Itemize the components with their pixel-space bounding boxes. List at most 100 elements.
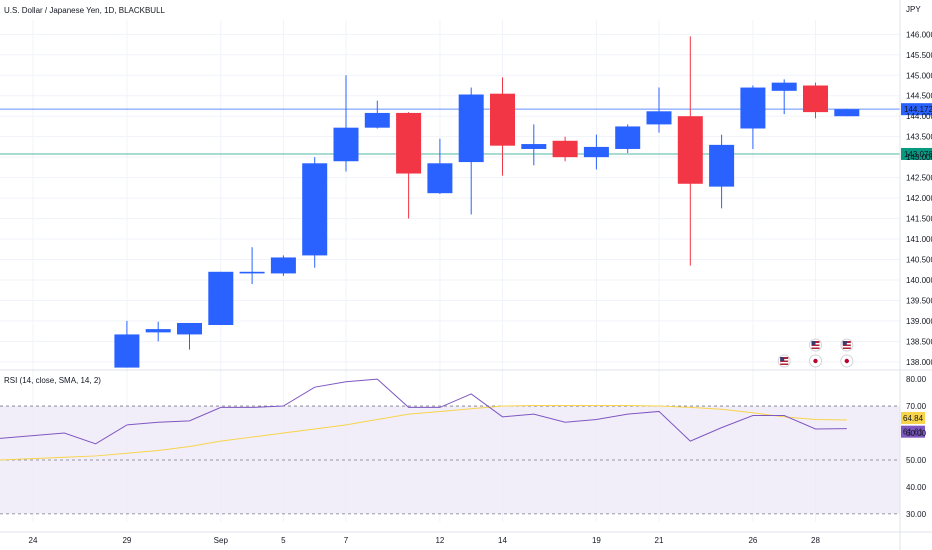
jp-flag-sun <box>844 358 849 364</box>
candle-body[interactable] <box>521 144 547 149</box>
rsi-tick-label: 50.00 <box>906 456 927 465</box>
candle[interactable] <box>177 322 202 350</box>
price-tick-label: 146.000 <box>906 30 932 39</box>
price-tick-label: 143.000 <box>906 153 932 162</box>
candle[interactable] <box>709 134 735 209</box>
candle-body[interactable] <box>396 112 422 174</box>
candle[interactable] <box>302 157 328 268</box>
candle[interactable] <box>552 136 578 162</box>
candle[interactable] <box>771 79 797 115</box>
jp-flag-icon[interactable] <box>809 354 822 368</box>
price-tick-label: 140.000 <box>906 276 932 285</box>
candle[interactable] <box>615 124 641 154</box>
candle-body[interactable] <box>114 334 140 368</box>
candle-body[interactable] <box>364 112 390 128</box>
candle-body[interactable] <box>302 163 328 256</box>
candle-body[interactable] <box>615 126 641 149</box>
candle[interactable] <box>740 85 766 149</box>
candle-body[interactable] <box>490 93 515 146</box>
candle[interactable] <box>239 247 265 285</box>
candle[interactable] <box>145 321 171 342</box>
time-tick-label: 7 <box>344 536 349 545</box>
candle[interactable] <box>114 320 140 368</box>
candle[interactable] <box>521 124 547 166</box>
rsi-tick-label: 80.00 <box>906 375 927 384</box>
us-flag-icon[interactable] <box>840 338 854 352</box>
price-tick-label: 143.500 <box>906 133 932 142</box>
price-tick-label: 138.000 <box>906 358 932 367</box>
time-tick-label: 5 <box>281 536 286 545</box>
candle-body[interactable] <box>552 140 578 158</box>
candle-body[interactable] <box>803 85 828 113</box>
candles[interactable] <box>114 36 860 368</box>
price-tick-label: 145.000 <box>906 71 932 80</box>
us-flag-icon[interactable] <box>777 354 791 368</box>
candle-body[interactable] <box>583 146 609 158</box>
jp-flag-sun <box>813 358 818 364</box>
candle-body[interactable] <box>458 94 484 163</box>
us-flag-icon[interactable] <box>809 338 822 352</box>
candle[interactable] <box>834 108 860 117</box>
event-icons[interactable] <box>777 338 854 368</box>
price-tick-label: 142.500 <box>906 174 932 183</box>
candle-body[interactable] <box>177 322 202 335</box>
price-tick-label: 139.000 <box>906 317 932 326</box>
candle-body[interactable] <box>709 144 735 187</box>
chart-title: U.S. Dollar / Japanese Yen, 1D, BLACKBUL… <box>4 6 166 15</box>
candle[interactable] <box>803 82 828 119</box>
rsi-sma-value-label: 64.84 <box>903 414 924 423</box>
candle[interactable] <box>208 271 234 326</box>
us-flag-canton <box>811 341 816 345</box>
rsi-tick-label: 40.00 <box>906 483 927 492</box>
us-flag-canton <box>780 357 785 361</box>
currency-label: JPY <box>906 5 921 14</box>
candle-body[interactable] <box>239 271 265 274</box>
rsi-pane[interactable]: 64.84 61.61 <box>0 378 925 515</box>
price-tick-label: 141.000 <box>906 235 932 244</box>
candle[interactable] <box>270 255 296 276</box>
price-line-label: 144.172 <box>904 105 932 114</box>
rsi-title: RSI (14, close, SMA, 14, 2) <box>4 376 101 385</box>
candle-body[interactable] <box>677 116 703 184</box>
candle[interactable] <box>333 75 359 172</box>
candle-body[interactable] <box>834 109 860 117</box>
candle-body[interactable] <box>771 82 797 91</box>
price-tick-label: 144.000 <box>906 112 932 121</box>
candle[interactable] <box>396 112 422 219</box>
candle-body[interactable] <box>270 257 296 274</box>
time-tick-label: 26 <box>748 536 757 545</box>
candle-body[interactable] <box>427 163 453 194</box>
candle-body[interactable] <box>646 111 672 125</box>
candle[interactable] <box>646 87 672 133</box>
price-line-badge <box>901 103 932 116</box>
candle-body[interactable] <box>145 329 171 333</box>
candle[interactable] <box>427 138 453 194</box>
candle[interactable] <box>677 36 703 266</box>
price-tick-label: 145.500 <box>906 51 932 60</box>
rsi-sma-line[interactable] <box>0 405 847 461</box>
us-flag-stripe <box>842 346 851 348</box>
rsi-value-label: 61.61 <box>903 428 924 437</box>
price-tick-label: 142.000 <box>906 194 932 203</box>
candle-body[interactable] <box>740 87 766 129</box>
price-tick-label: 141.500 <box>906 215 932 224</box>
candle[interactable] <box>583 134 609 170</box>
candle-body[interactable] <box>208 271 234 326</box>
time-tick-label: 29 <box>122 536 131 545</box>
candle-body[interactable] <box>333 127 359 162</box>
candle[interactable] <box>458 87 484 215</box>
jp-flag-icon[interactable] <box>840 354 854 368</box>
rsi-line[interactable] <box>0 378 847 445</box>
candle[interactable] <box>490 77 515 176</box>
rsi-value-badge <box>901 425 925 438</box>
price-tick-label: 144.500 <box>906 92 932 101</box>
us-flag-canton <box>842 341 847 345</box>
rsi-sma-value-badge <box>901 411 925 424</box>
time-tick-label: Sep <box>214 536 229 545</box>
rsi-tick-label: 30.00 <box>906 510 927 519</box>
candle[interactable] <box>364 100 390 129</box>
us-flag-stripe <box>811 346 820 348</box>
price-tick-label: 140.500 <box>906 256 932 265</box>
